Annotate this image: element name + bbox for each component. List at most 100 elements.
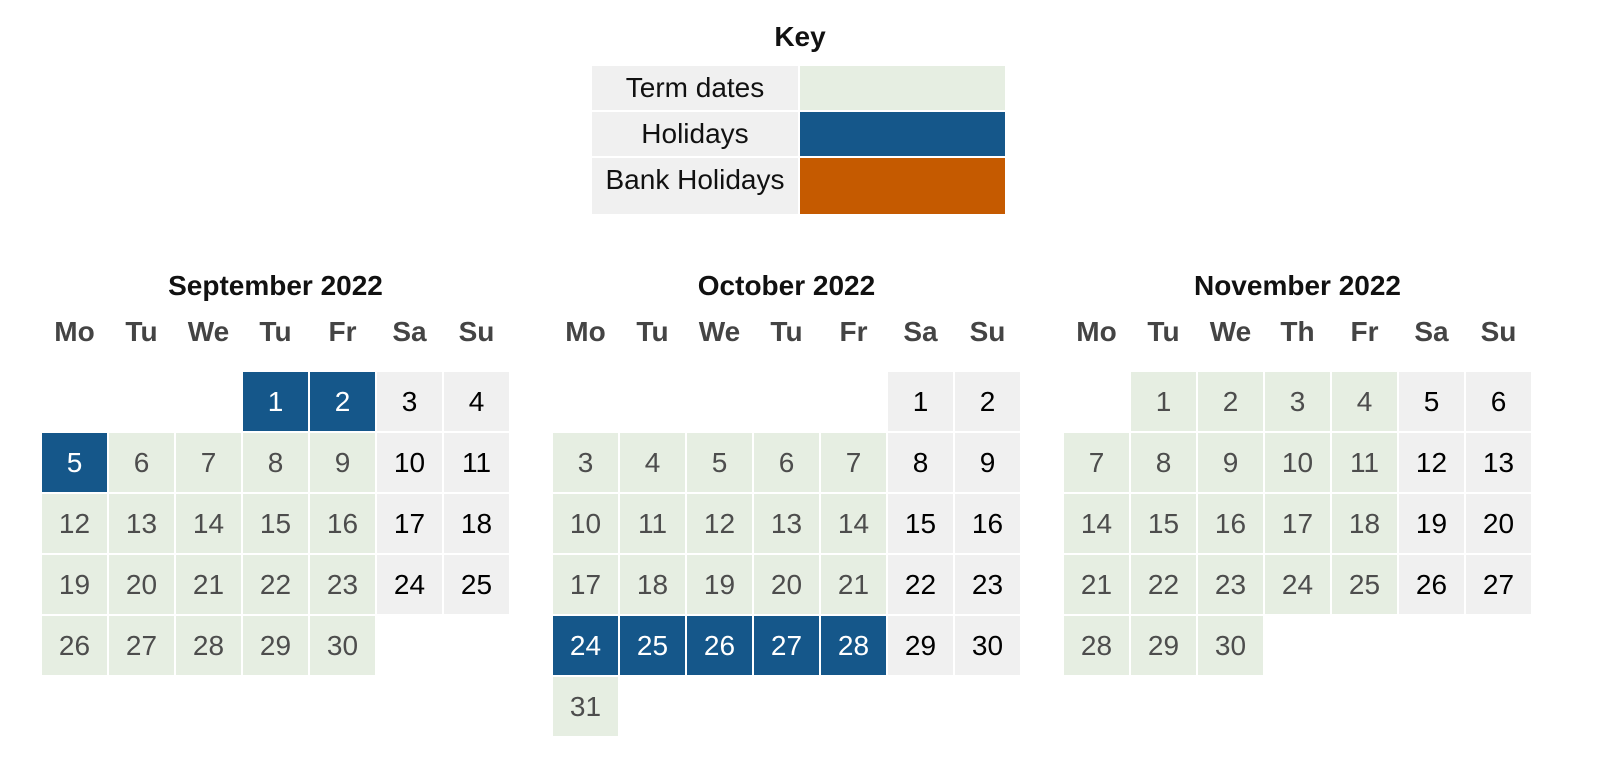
empty-day-cell: [109, 372, 174, 431]
day-cell: 25: [620, 616, 685, 675]
calendar-grid: 1 2 3 4 5 6 7 8 9 10 11 12 13 14 15 16 17 18 19 20 21 22 23 24 2…: [42, 372, 509, 675]
day-cell: 22: [1131, 555, 1196, 614]
calendar-october-2022: October 2022 Mo Tu We Tu Fr Sa Su 1 2 3 4 5 6 7 8 9 10 1…: [553, 266, 1020, 738]
weekday-label: Su: [969, 316, 1006, 347]
day-cell: 16: [310, 494, 375, 553]
day-cell: 5: [1399, 372, 1464, 431]
week-row: 24 25 26 27 28 29 30: [553, 616, 1020, 675]
day-cell: 26: [1399, 555, 1464, 614]
week-row: 5 6 7 8 9 10 11: [42, 433, 509, 492]
weekday-label: Tu: [770, 316, 803, 347]
day-cell: 27: [754, 616, 819, 675]
day-cell: 10: [377, 433, 442, 492]
weekday-label: Mo: [565, 316, 606, 347]
day-cell: 15: [243, 494, 308, 553]
day-cell: 4: [620, 433, 685, 492]
key-legend: Key Term dates Holidays Bank Holidays: [592, 16, 1008, 216]
day-cell: 11: [444, 433, 509, 492]
day-cell: 18: [1332, 494, 1397, 553]
key-swatch-term-dates: [800, 66, 1005, 110]
day-cell: 19: [687, 555, 752, 614]
day-cell: 28: [176, 616, 241, 675]
empty-day-cell: [620, 372, 685, 431]
day-cell: 23: [310, 555, 375, 614]
empty-day-cell: [687, 372, 752, 431]
day-cell: 14: [1064, 494, 1129, 553]
day-cell: 12: [42, 494, 107, 553]
day-cell: 29: [888, 616, 953, 675]
key-swatch-bank-holidays: [800, 158, 1005, 214]
weekday-label: Tu: [1147, 316, 1180, 347]
month-title: September 2022: [168, 270, 383, 301]
weekday-label: Mo: [54, 316, 95, 347]
empty-day-cell: [620, 677, 685, 736]
empty-day-cell: [553, 372, 618, 431]
empty-day-cell: [888, 677, 953, 736]
day-cell: 23: [1198, 555, 1263, 614]
empty-day-cell: [687, 677, 752, 736]
week-row: 19 20 21 22 23 24 25: [42, 555, 509, 614]
empty-day-cell: [1332, 616, 1397, 675]
day-cell: 3: [1265, 372, 1330, 431]
day-cell: 6: [1466, 372, 1531, 431]
day-cell: 20: [1466, 494, 1531, 553]
week-row: 7 8 9 10 11 12 13: [1064, 433, 1531, 492]
empty-day-cell: [1265, 616, 1330, 675]
empty-day-cell: [955, 677, 1020, 736]
day-cell: 26: [42, 616, 107, 675]
weekday-label: Sa: [903, 316, 938, 347]
day-cell: 14: [821, 494, 886, 553]
weekday-header-row: Mo Tu We Tu Fr Sa Su: [42, 312, 509, 372]
day-cell: 24: [553, 616, 618, 675]
week-row: 26 27 28 29 30: [42, 616, 509, 675]
day-cell: 17: [1265, 494, 1330, 553]
day-cell: 12: [687, 494, 752, 553]
day-cell: 21: [176, 555, 241, 614]
empty-day-cell: [754, 372, 819, 431]
day-cell: 3: [377, 372, 442, 431]
empty-day-cell: [377, 616, 442, 675]
day-cell: 11: [620, 494, 685, 553]
day-cell: 13: [109, 494, 174, 553]
day-cell: 22: [888, 555, 953, 614]
day-cell: 31: [553, 677, 618, 736]
weekday-header-row: Mo Tu We Tu Fr Sa Su: [553, 312, 1020, 372]
day-cell: 14: [176, 494, 241, 553]
weekday-label: Su: [1480, 316, 1517, 347]
week-row: 28 29 30: [1064, 616, 1531, 675]
day-cell: 21: [1064, 555, 1129, 614]
day-cell: 27: [109, 616, 174, 675]
key-row-holidays: Holidays: [592, 112, 1005, 156]
day-cell: 26: [687, 616, 752, 675]
day-cell: 8: [888, 433, 953, 492]
weekday-label: Sa: [1414, 316, 1449, 347]
weekday-label: Tu: [259, 316, 292, 347]
key-label-term-dates: Term dates: [592, 66, 798, 110]
day-cell: 25: [444, 555, 509, 614]
empty-day-cell: [176, 372, 241, 431]
day-cell: 9: [955, 433, 1020, 492]
day-cell: 25: [1332, 555, 1397, 614]
day-cell: 10: [1265, 433, 1330, 492]
weekday-label: We: [1209, 316, 1252, 347]
week-row: 14 15 16 17 18 19 20: [1064, 494, 1531, 553]
key-title: Key: [774, 21, 826, 52]
day-cell: 20: [754, 555, 819, 614]
day-cell: 24: [1265, 555, 1330, 614]
weekday-label: Th: [1280, 316, 1315, 347]
day-cell: 13: [754, 494, 819, 553]
day-cell: 1: [243, 372, 308, 431]
day-cell: 27: [1466, 555, 1531, 614]
key-table: Term dates Holidays Bank Holidays: [590, 64, 1007, 216]
day-cell: 7: [176, 433, 241, 492]
empty-day-cell: [444, 616, 509, 675]
day-cell: 5: [687, 433, 752, 492]
weekday-label: Tu: [125, 316, 158, 347]
week-row: 31: [553, 677, 1020, 736]
weekday-label: Tu: [636, 316, 669, 347]
weekday-label: Fr: [839, 316, 868, 347]
day-cell: 4: [444, 372, 509, 431]
day-cell: 7: [1064, 433, 1129, 492]
day-cell: 22: [243, 555, 308, 614]
